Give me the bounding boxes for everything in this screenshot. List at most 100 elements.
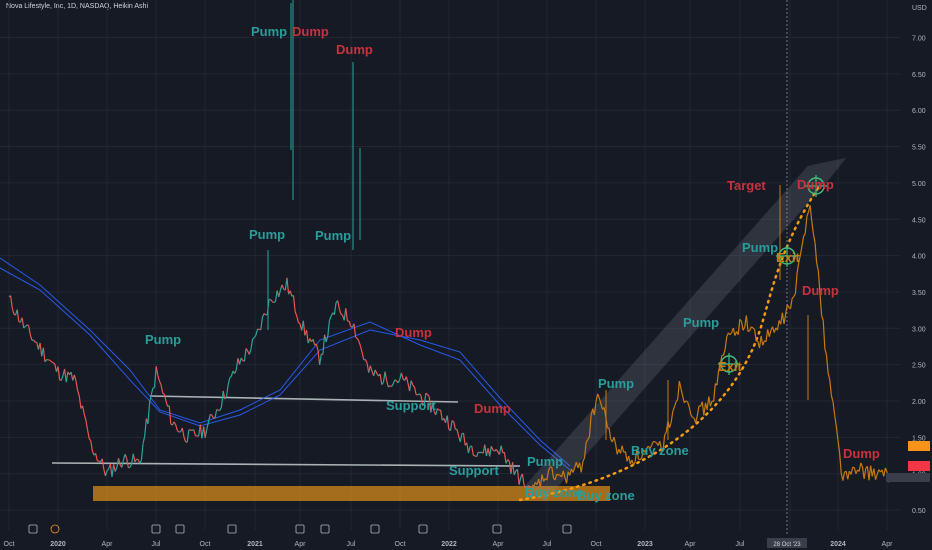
price-segment bbox=[484, 444, 488, 457]
event-marker bbox=[295, 524, 305, 534]
price-segment bbox=[760, 335, 764, 346]
price-segment bbox=[11, 308, 15, 315]
price-segment bbox=[876, 469, 880, 475]
event-marker bbox=[320, 524, 330, 534]
event-marker bbox=[175, 524, 185, 534]
price-segment bbox=[405, 376, 409, 384]
price-segment bbox=[529, 491, 533, 499]
price-segment bbox=[386, 380, 389, 388]
price-segment bbox=[556, 473, 559, 476]
price-segment bbox=[513, 470, 517, 476]
price-segment bbox=[762, 340, 765, 346]
price-segment bbox=[240, 357, 244, 362]
price-segment bbox=[44, 359, 48, 363]
price-segment bbox=[389, 385, 392, 388]
price-segment bbox=[662, 435, 666, 452]
price-segment bbox=[608, 427, 612, 440]
price-segment bbox=[785, 304, 788, 315]
price-segment bbox=[142, 436, 146, 444]
price-segment bbox=[516, 469, 520, 485]
annotation-label: Dump bbox=[802, 283, 839, 298]
price-segment bbox=[695, 415, 698, 424]
price-segment bbox=[459, 433, 463, 442]
exit-marker bbox=[718, 353, 740, 375]
y-tick-label: 1.50 bbox=[912, 435, 926, 442]
event-marker bbox=[492, 524, 502, 534]
price-segment bbox=[521, 473, 525, 486]
price-segment bbox=[83, 413, 87, 421]
support-line bbox=[149, 395, 459, 403]
price-segment bbox=[222, 390, 226, 400]
price-segment bbox=[503, 452, 507, 464]
price-segment bbox=[783, 314, 787, 325]
price-segment bbox=[435, 408, 438, 416]
price-segment bbox=[202, 426, 206, 438]
price-segment bbox=[359, 346, 363, 353]
annotation-label: Dump bbox=[336, 42, 373, 57]
price-segment bbox=[673, 401, 677, 407]
price-segment bbox=[28, 325, 31, 335]
price-segment bbox=[325, 335, 329, 343]
price-segment bbox=[682, 395, 685, 403]
annotation-label: Pump bbox=[527, 454, 563, 469]
annotation-label: Pump bbox=[598, 376, 634, 391]
price-segment bbox=[495, 448, 499, 453]
price-segment bbox=[88, 438, 92, 442]
price-segment bbox=[628, 455, 631, 464]
price-segment bbox=[114, 467, 118, 472]
price-segment bbox=[70, 371, 74, 381]
annotation-label: Pump bbox=[315, 228, 351, 243]
price-segment bbox=[796, 262, 800, 274]
price-tag bbox=[908, 461, 930, 471]
x-axis: Oct 2020 Apr Jul Oct 2021 Apr Jul Oct 2022 Apr Jul O… bbox=[0, 524, 932, 550]
price-segment bbox=[85, 419, 89, 430]
symbol-tag bbox=[886, 473, 930, 482]
price-segment bbox=[799, 245, 803, 256]
price-segment bbox=[229, 375, 232, 379]
price-segment bbox=[546, 470, 550, 481]
price-segment bbox=[315, 343, 319, 351]
x-tick-label: 2021 bbox=[247, 541, 263, 548]
annotation-label: Buy zone bbox=[577, 488, 635, 503]
price-segment bbox=[801, 236, 805, 246]
price-segment bbox=[39, 342, 43, 357]
price-segment bbox=[29, 334, 33, 341]
price-segment bbox=[855, 469, 859, 474]
price-segment bbox=[238, 357, 242, 365]
price-segment bbox=[853, 467, 857, 474]
price-segment bbox=[726, 332, 729, 337]
price-segment bbox=[798, 255, 801, 263]
price-segment bbox=[408, 380, 412, 392]
price-segment bbox=[492, 449, 495, 452]
price-segment bbox=[747, 330, 750, 333]
price-segment bbox=[131, 453, 134, 465]
y-tick-label: 5.00 bbox=[912, 181, 926, 188]
price-segment bbox=[834, 415, 837, 427]
price-segment bbox=[539, 474, 543, 488]
price-segment bbox=[183, 436, 187, 442]
price-segment bbox=[170, 423, 173, 426]
price-segment bbox=[476, 452, 479, 457]
annotation-label: Pump bbox=[145, 332, 181, 347]
price-segment bbox=[811, 221, 815, 235]
price-segment bbox=[338, 308, 342, 315]
annotation-label: Target bbox=[727, 178, 766, 193]
price-segment bbox=[165, 400, 169, 407]
x-tick-label: Apr bbox=[295, 541, 307, 548]
price-segment bbox=[739, 318, 742, 322]
price-segment bbox=[101, 458, 105, 470]
x-tick-label: Apr bbox=[493, 541, 505, 548]
price-segment bbox=[641, 449, 644, 459]
price-segment bbox=[340, 313, 343, 316]
event-marker bbox=[28, 524, 38, 534]
price-segment bbox=[420, 395, 424, 406]
price-segment bbox=[252, 337, 255, 340]
y-tick-label: 2.00 bbox=[912, 399, 926, 406]
price-segment bbox=[651, 441, 654, 446]
price-segment bbox=[668, 422, 672, 428]
price-segment bbox=[397, 379, 401, 384]
price-segment bbox=[423, 393, 427, 405]
annotation-label: Dump bbox=[395, 325, 432, 340]
y-tick-label: 4.00 bbox=[912, 254, 926, 261]
